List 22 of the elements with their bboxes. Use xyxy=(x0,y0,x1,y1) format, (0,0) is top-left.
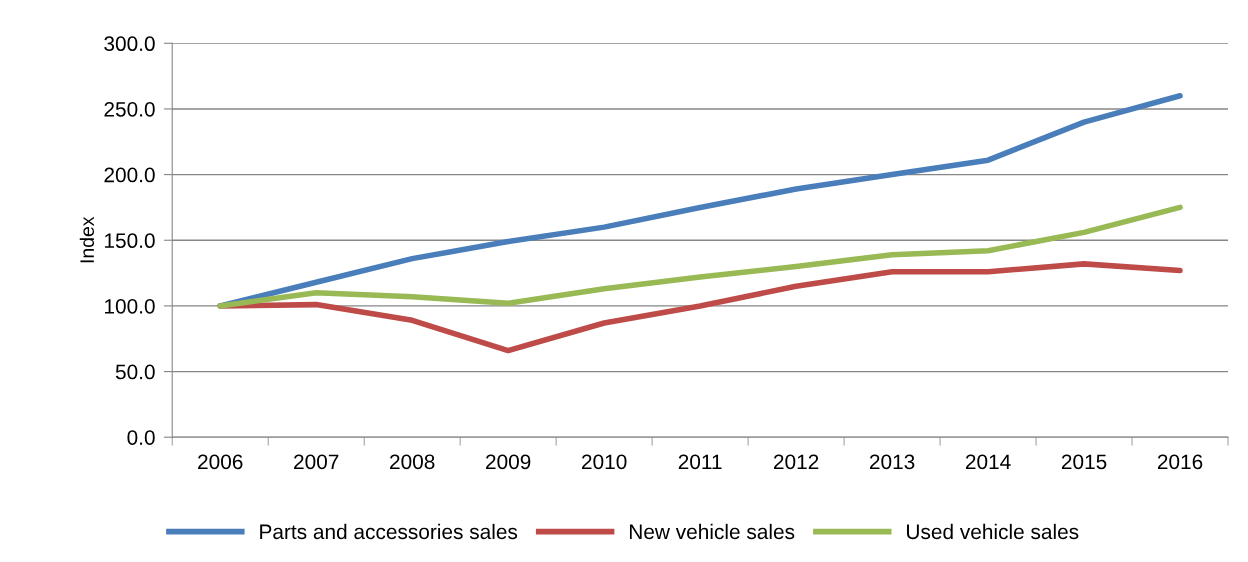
y-tick-label: 0.0 xyxy=(127,430,155,445)
x-tick-label: 2010 xyxy=(582,454,627,470)
x-tick-label: 2007 xyxy=(294,454,339,470)
x-tick-label: 2011 xyxy=(678,454,722,470)
y-tick-label: 300.0 xyxy=(104,36,155,52)
y-tick-label: 50.0 xyxy=(115,364,155,380)
x-tick-label: 2013 xyxy=(869,454,915,470)
x-tick-label: 2006 xyxy=(198,454,243,470)
x-tick-label: 2012 xyxy=(773,454,819,470)
x-tick-label: 2014 xyxy=(965,454,1011,470)
y-axis-title: Index xyxy=(79,216,95,263)
x-tick-label: 2015 xyxy=(1061,454,1107,470)
legend-label: New vehicle sales xyxy=(629,523,795,540)
legend-label: Parts and accessories sales xyxy=(260,523,518,540)
x-tick-label: 2008 xyxy=(390,454,435,470)
y-tick-label: 100.0 xyxy=(105,298,155,314)
x-tick-label: 2016 xyxy=(1157,454,1203,470)
y-tick-label: 200.0 xyxy=(104,167,155,183)
y-tick-label: 250.0 xyxy=(104,101,155,117)
legend-label: Used vehicle sales xyxy=(907,523,1079,540)
x-tick-label: 2009 xyxy=(486,454,531,470)
y-tick-label: 150.0 xyxy=(105,233,155,249)
